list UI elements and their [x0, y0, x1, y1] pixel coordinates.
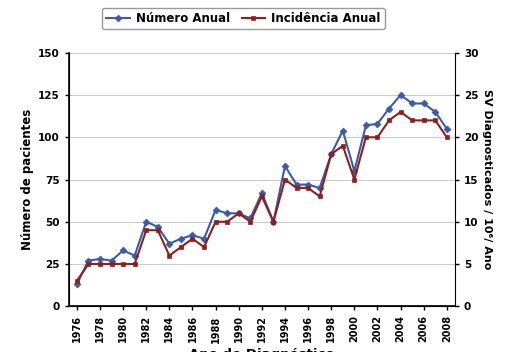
- Número Anual: [386, 106, 392, 111]
- Número Anual: [397, 93, 404, 97]
- Incidência Anual: [97, 262, 103, 266]
- Incidência Anual: [351, 177, 358, 182]
- Incidência Anual: [316, 194, 323, 199]
- Número Anual: [201, 237, 207, 241]
- Incidência Anual: [85, 262, 92, 266]
- Número Anual: [178, 237, 184, 241]
- Incidência Anual: [432, 118, 439, 122]
- Número Anual: [247, 216, 253, 220]
- Número Anual: [120, 249, 126, 253]
- Incidência Anual: [143, 228, 149, 232]
- Y-axis label: Número de pacientes: Número de pacientes: [21, 109, 34, 250]
- Número Anual: [224, 211, 230, 215]
- Incidência Anual: [328, 152, 334, 156]
- Incidência Anual: [386, 118, 392, 122]
- Incidência Anual: [108, 262, 115, 266]
- Número Anual: [189, 233, 196, 237]
- Incidência Anual: [213, 220, 219, 224]
- Número Anual: [328, 152, 334, 156]
- Número Anual: [363, 123, 369, 127]
- Número Anual: [316, 186, 323, 190]
- Número Anual: [270, 220, 277, 224]
- Line: Incidência Anual: Incidência Anual: [75, 109, 449, 283]
- Incidência Anual: [259, 194, 265, 199]
- Incidência Anual: [363, 135, 369, 139]
- Incidência Anual: [189, 237, 196, 241]
- Incidência Anual: [120, 262, 126, 266]
- Número Anual: [305, 182, 311, 187]
- Número Anual: [409, 101, 415, 106]
- Incidência Anual: [247, 220, 253, 224]
- Número Anual: [294, 182, 300, 187]
- Número Anual: [259, 191, 265, 195]
- Número Anual: [97, 257, 103, 261]
- Legend: Número Anual, Incidência Anual: Número Anual, Incidência Anual: [102, 8, 385, 29]
- Y-axis label: SV Diagnosticados / 10⁶/ Ano: SV Diagnosticados / 10⁶/ Ano: [482, 89, 492, 270]
- Número Anual: [432, 110, 439, 114]
- Incidência Anual: [397, 110, 404, 114]
- Incidência Anual: [235, 211, 242, 215]
- Número Anual: [444, 127, 450, 131]
- Número Anual: [143, 220, 149, 224]
- Incidência Anual: [270, 220, 277, 224]
- Incidência Anual: [421, 118, 427, 122]
- Incidência Anual: [340, 144, 346, 148]
- Incidência Anual: [294, 186, 300, 190]
- Número Anual: [154, 225, 161, 229]
- Incidência Anual: [444, 135, 450, 139]
- Número Anual: [213, 208, 219, 212]
- Incidência Anual: [224, 220, 230, 224]
- Incidência Anual: [74, 279, 80, 283]
- Incidência Anual: [375, 135, 381, 139]
- Incidência Anual: [409, 118, 415, 122]
- Incidência Anual: [178, 245, 184, 249]
- Incidência Anual: [305, 186, 311, 190]
- Número Anual: [340, 128, 346, 133]
- Número Anual: [282, 164, 288, 168]
- Número Anual: [421, 101, 427, 106]
- Incidência Anual: [282, 177, 288, 182]
- Número Anual: [166, 241, 172, 246]
- Número Anual: [235, 211, 242, 215]
- Incidência Anual: [166, 253, 172, 258]
- Número Anual: [108, 258, 115, 263]
- Incidência Anual: [132, 262, 138, 266]
- Número Anual: [375, 122, 381, 126]
- Número Anual: [74, 282, 80, 287]
- Número Anual: [132, 253, 138, 258]
- Incidência Anual: [154, 228, 161, 232]
- Número Anual: [85, 258, 92, 263]
- X-axis label: Ano do Diagnóstico: Ano do Diagnóstico: [189, 348, 335, 352]
- Line: Número Anual: Número Anual: [75, 93, 449, 287]
- Número Anual: [351, 169, 358, 173]
- Incidência Anual: [201, 245, 207, 249]
